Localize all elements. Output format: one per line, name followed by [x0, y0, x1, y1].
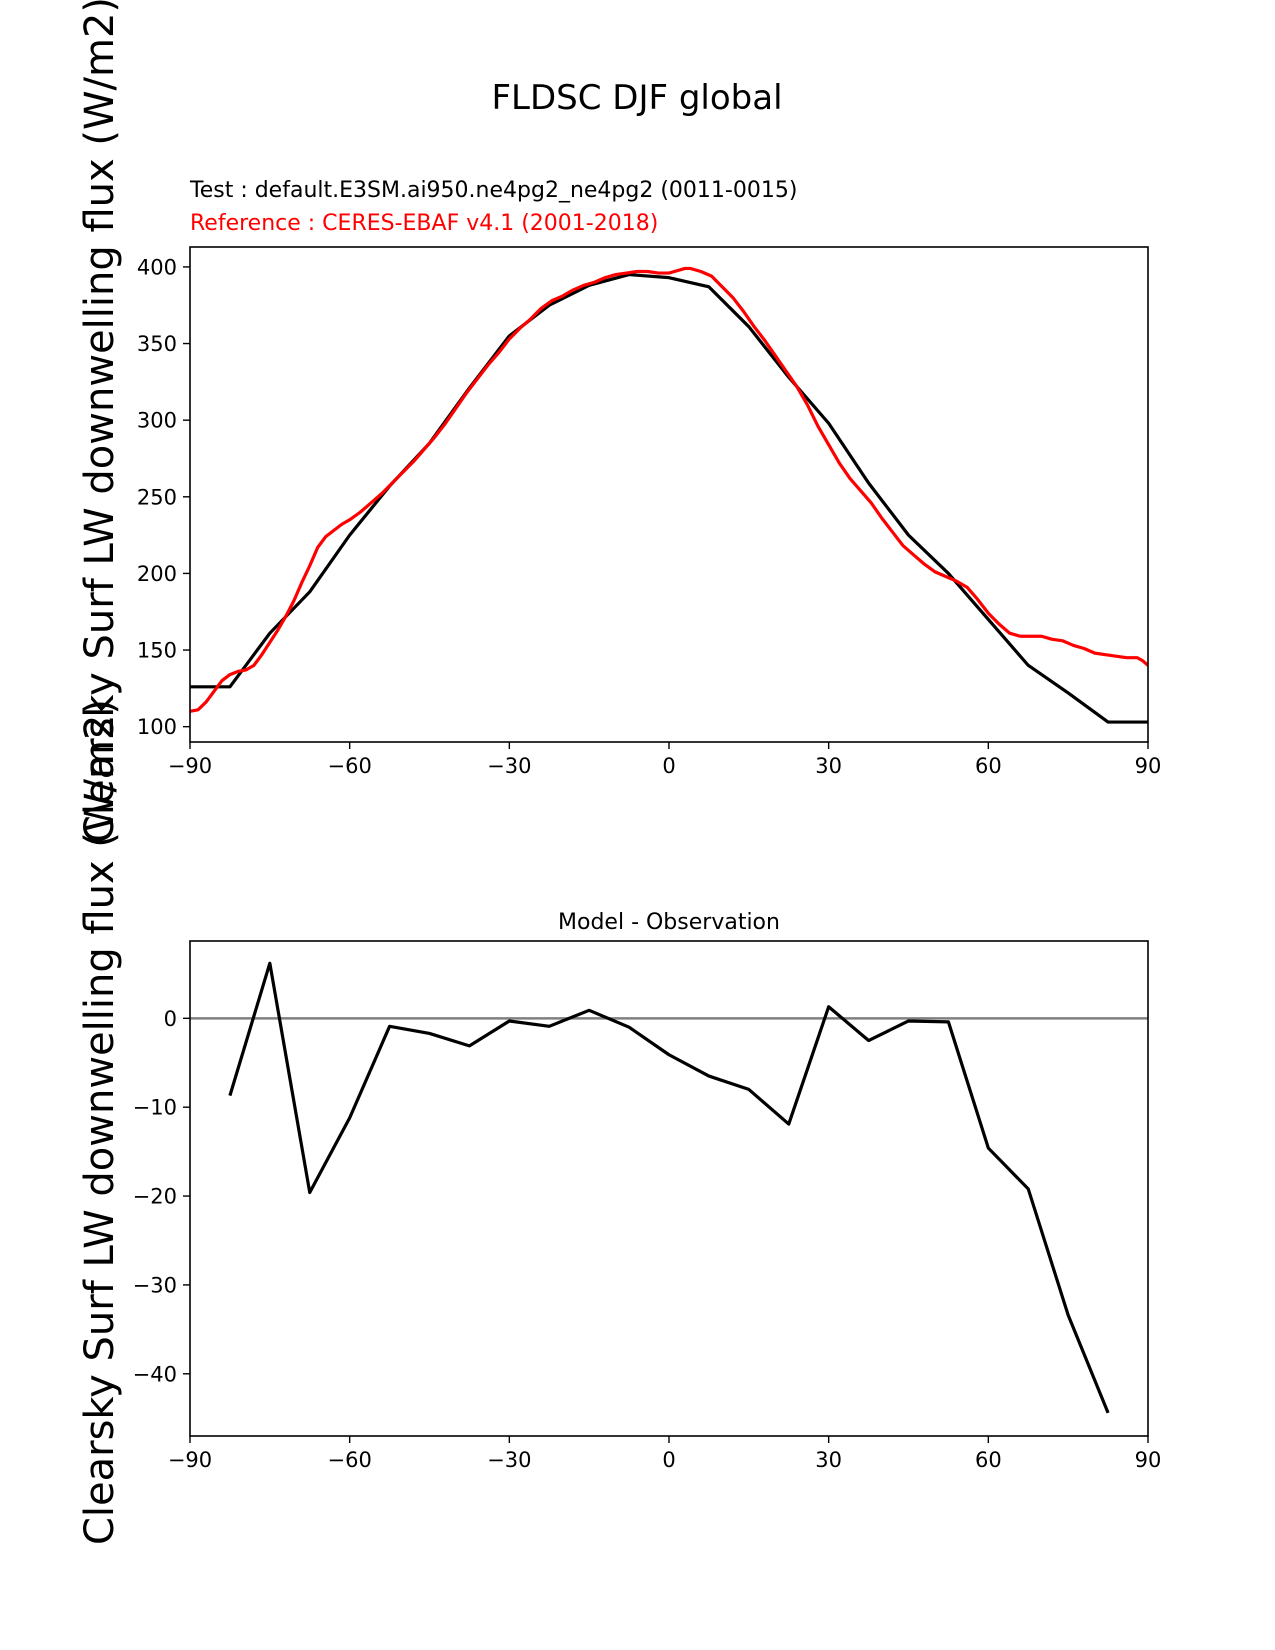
x-tick-label: 30 [815, 1448, 842, 1472]
x-tick-label: 60 [975, 1448, 1002, 1472]
y-tick-label: −10 [133, 1096, 177, 1120]
y-tick-label: 350 [137, 332, 177, 356]
y-tick-label: 0 [164, 1007, 177, 1031]
y-tick-label: −40 [133, 1362, 177, 1386]
series-line-test [190, 272, 1148, 724]
x-tick-label: 60 [975, 754, 1002, 778]
x-tick-label: −90 [168, 754, 212, 778]
x-tick-label: −90 [168, 1448, 212, 1472]
bottom-panel: Model - Observation −90 −60 −30 0 30 60 90 −40 −3… [133, 910, 1162, 1472]
panel-title: Model - Observation [558, 910, 780, 935]
x-tick-label: −60 [328, 754, 372, 778]
y-tick-label: 250 [137, 485, 177, 509]
bottom-panel-ylabel: Clearsky Surf LW downwelling flux (W/m2) [77, 699, 123, 1545]
x-tick-label: −30 [487, 754, 531, 778]
figure-title: FLDSC DJF global [491, 78, 782, 118]
x-tick-label: 90 [1135, 1448, 1162, 1472]
top-panel: −90 −60 −30 0 30 60 90 100 150 200 250 300 350 400 [137, 246, 1162, 778]
y-tick-label: 150 [137, 639, 177, 663]
y-tick-label: −30 [133, 1273, 177, 1297]
top-panel-ylabel: Clearsky Surf LW downwelling flux (W/m2) [77, 0, 123, 843]
x-tick-label: 90 [1135, 754, 1162, 778]
test-label: Test : default.E3SM.ai950.ne4pg2_ne4pg2 … [189, 178, 797, 203]
y-tick-label: 400 [137, 255, 177, 279]
reference-label: Reference : CERES-EBAF v4.1 (2001-2018) [190, 211, 658, 236]
x-tick-label: 30 [815, 754, 842, 778]
y-tick-label: 100 [137, 715, 177, 739]
y-tick-label: 200 [137, 562, 177, 586]
y-tick-label: 300 [137, 409, 177, 433]
x-tick-label: −30 [487, 1448, 531, 1472]
x-tick-label: 0 [662, 754, 675, 778]
x-tick-label: 0 [662, 1448, 675, 1472]
y-tick-label: −20 [133, 1185, 177, 1209]
x-tick-label: −60 [328, 1448, 372, 1472]
series-line-reference [190, 266, 1148, 713]
series-line-model-observation [228, 961, 1110, 1414]
